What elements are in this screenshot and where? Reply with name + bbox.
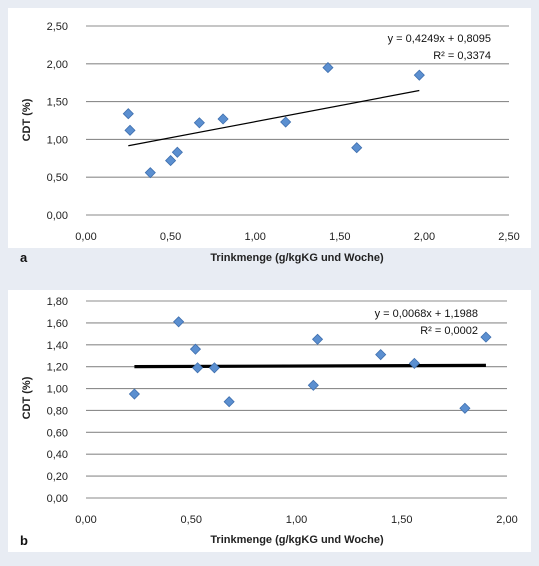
chart-b-data-point <box>189 343 202 355</box>
chart-a-x-tick-label: 1,50 <box>329 231 350 243</box>
chart-a-data-point <box>165 155 177 167</box>
chart-b-x-tick-label: 1,00 <box>286 514 307 526</box>
chart-a: 0,00 0,50 1,00 1,50 2,00 2,50 0,00 0,50 1,00 1,5… <box>8 8 531 265</box>
chart-a-data-point <box>171 146 183 158</box>
chart-b-y-axis-label: CDT (%) <box>21 376 33 419</box>
chart-a-data-point <box>322 62 334 74</box>
chart-b-trendline <box>134 363 486 369</box>
chart-a-x-tick-label: 2,00 <box>414 231 435 243</box>
chart-b-data-point <box>173 316 185 328</box>
chart-a-data-point <box>144 167 156 179</box>
chart-b-x-tick-label: 1,50 <box>391 514 412 526</box>
chart-a-x-tick-label: 0,50 <box>160 231 181 243</box>
chart-b-data-point <box>128 388 140 400</box>
chart-b-data-point <box>307 379 319 391</box>
chart-a-x-axis-label: Trinkmenge (g/kgKG und Woche) <box>210 252 384 264</box>
chart-b-y-tick-label: 0,60 <box>47 427 68 439</box>
chart-b-y-tick-label: 0,20 <box>47 471 68 483</box>
chart-a-y-tick-label: 0,00 <box>47 210 68 222</box>
chart-b-x-tick-label: 0,50 <box>181 514 202 526</box>
chart-b-x-tick-label: 2,00 <box>496 514 517 526</box>
chart-b-r-squared: R² = 0,0002 <box>420 325 478 337</box>
chart-b-y-tick-label: 1,40 <box>47 340 68 352</box>
chart-a-data-point <box>413 69 425 81</box>
chart-b-equation: y = 0,0068x + 1,1988 <box>375 308 478 320</box>
chart-a-data-point <box>351 142 363 154</box>
chart-b-data-point <box>311 333 324 345</box>
chart-b: 0,00 0,20 0,40 0,60 0,80 1,00 1,20 1,40 1,60 1,80… <box>8 290 531 552</box>
chart-b-area <box>8 290 531 552</box>
chart-a-equation: y = 0,4249x + 0,8095 <box>388 33 491 45</box>
chart-a-trendline <box>128 89 420 147</box>
chart-b-y-tick-label: 1,80 <box>47 296 68 308</box>
chart-a-data-point <box>122 108 134 120</box>
chart-b-y-tick-label: 1,60 <box>47 318 68 330</box>
chart-a-data-point <box>280 116 292 128</box>
chart-b-panel-label: b <box>20 533 28 548</box>
chart-b-x-axis-label: Trinkmenge (g/kgKG und Woche) <box>210 534 384 546</box>
chart-a-x-tick-label: 2,50 <box>498 231 519 243</box>
chart-a-points <box>122 62 425 179</box>
chart-a-area <box>8 8 531 248</box>
chart-a-x-ticks: 0,00 0,50 1,00 1,50 2,00 2,50 <box>75 231 519 243</box>
chart-b-y-tick-label: 1,20 <box>47 362 68 374</box>
chart-a-x-tick-label: 1,00 <box>244 231 265 243</box>
chart-a-r-squared: R² = 0,3374 <box>433 50 491 62</box>
chart-b-points <box>128 316 492 414</box>
chart-a-data-point <box>193 117 205 129</box>
chart-a-gridlines <box>86 25 509 216</box>
chart-b-x-ticks: 0,00 0,50 1,00 1,50 2,00 <box>75 514 517 526</box>
chart-a-data-point <box>217 113 229 125</box>
chart-a-y-tick-label: 1,00 <box>47 134 68 146</box>
chart-b-x-tick-label: 0,00 <box>75 514 96 526</box>
chart-a-panel-label: a <box>20 250 28 265</box>
chart-a-x-tick-label: 0,00 <box>75 231 96 243</box>
chart-a-y-ticks: 0,00 0,50 1,00 1,50 2,00 2,50 <box>47 21 68 222</box>
chart-a-y-tick-label: 0,50 <box>47 172 68 184</box>
chart-b-data-point <box>459 402 471 414</box>
chart-b-y-ticks: 0,00 0,20 0,40 0,60 0,80 1,00 1,20 1,40 1,60 1,80 <box>47 296 68 505</box>
chart-b-data-point <box>208 362 220 374</box>
chart-a-y-tick-label: 1,50 <box>47 97 68 109</box>
chart-b-data-point <box>480 331 492 343</box>
chart-b-data-point <box>408 357 420 369</box>
chart-a-y-axis-label: CDT (%) <box>21 98 33 141</box>
chart-a-data-point <box>124 124 136 136</box>
chart-b-data-point <box>223 396 235 408</box>
chart-b-data-point <box>191 362 204 374</box>
chart-a-y-tick-label: 2,00 <box>47 59 68 71</box>
chart-b-y-tick-label: 0,40 <box>47 449 68 461</box>
chart-a-y-tick-label: 2,50 <box>47 21 68 33</box>
chart-b-y-tick-label: 1,00 <box>47 384 68 396</box>
chart-b-y-tick-label: 0,80 <box>47 405 68 417</box>
chart-b-y-tick-label: 0,00 <box>47 493 68 505</box>
chart-b-data-point <box>375 349 387 361</box>
